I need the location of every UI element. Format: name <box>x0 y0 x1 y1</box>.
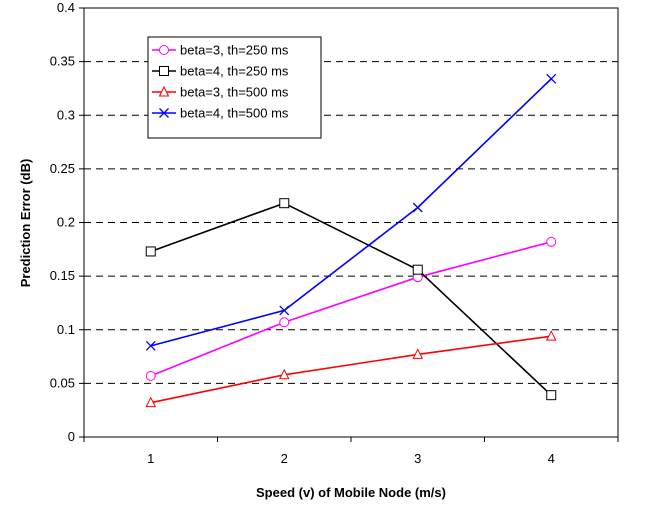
data-point <box>145 370 156 381</box>
series-3 <box>145 330 557 408</box>
x-tick-label: 1 <box>147 451 154 466</box>
tick-labels: 0 0.05 0.1 0.15 0.2 0.25 0.3 0.35 0.4 1 2 3 4 <box>50 0 555 466</box>
legend-item: beta=4, th=500 ms <box>152 106 289 121</box>
y-tick-label: 0.1 <box>57 322 75 337</box>
data-point <box>145 396 157 408</box>
series-line <box>150 202 552 396</box>
data-point <box>545 330 557 341</box>
legend-label: beta=4, th=500 ms <box>180 106 289 121</box>
x-axis-title: Speed (v) of Mobile Node (m/s) <box>256 485 446 500</box>
x-tick-label: 2 <box>281 451 288 466</box>
data-point <box>412 264 423 275</box>
legend: beta=3, th=250 ms beta=4, th=250 ms beta=3… <box>147 36 322 139</box>
y-tick-label: 0.3 <box>57 107 75 122</box>
y-tick-label: 0.15 <box>50 268 75 283</box>
series-line <box>150 335 552 404</box>
axes <box>79 7 619 442</box>
data-point <box>278 368 290 380</box>
data-point <box>546 236 557 247</box>
series-4 <box>145 73 557 351</box>
legend-item: beta=3, th=500 ms <box>152 85 289 100</box>
data-point <box>412 202 423 213</box>
data-point <box>279 198 290 209</box>
legend-marker <box>159 66 169 76</box>
y-tick-label: 0.05 <box>50 375 75 390</box>
x-tick-label: 3 <box>414 451 421 466</box>
data-point <box>145 340 156 351</box>
y-tick-label: 0.35 <box>50 54 75 69</box>
y-tick-label: 0.25 <box>50 161 75 176</box>
data-point <box>412 348 424 359</box>
y-tick-label: 0 <box>68 429 75 444</box>
x-tick-label: 4 <box>548 451 555 466</box>
data-point <box>145 246 156 257</box>
legend-label: beta=4, th=250 ms <box>180 64 289 79</box>
data-point <box>546 390 557 401</box>
data-point <box>279 317 290 328</box>
legend-marker <box>158 85 170 97</box>
series-line <box>150 241 552 377</box>
y-tick-label: 0.4 <box>57 0 75 15</box>
legend-label: beta=3, th=250 ms <box>180 43 289 58</box>
data-point <box>279 305 290 316</box>
legend-box <box>147 36 322 139</box>
legend-item: beta=4, th=250 ms <box>152 64 289 79</box>
series-line <box>150 78 552 347</box>
y-axis-title: Prediction Error (dB) <box>18 159 33 288</box>
legend-label: beta=3, th=500 ms <box>180 85 289 100</box>
legend-marker <box>159 108 169 118</box>
series-2 <box>145 198 557 401</box>
y-tick-label: 0.2 <box>57 215 75 230</box>
legend-marker <box>159 45 169 55</box>
data-point <box>546 73 557 84</box>
series-lines <box>145 73 557 408</box>
legend-item: beta=3, th=250 ms <box>152 43 289 58</box>
